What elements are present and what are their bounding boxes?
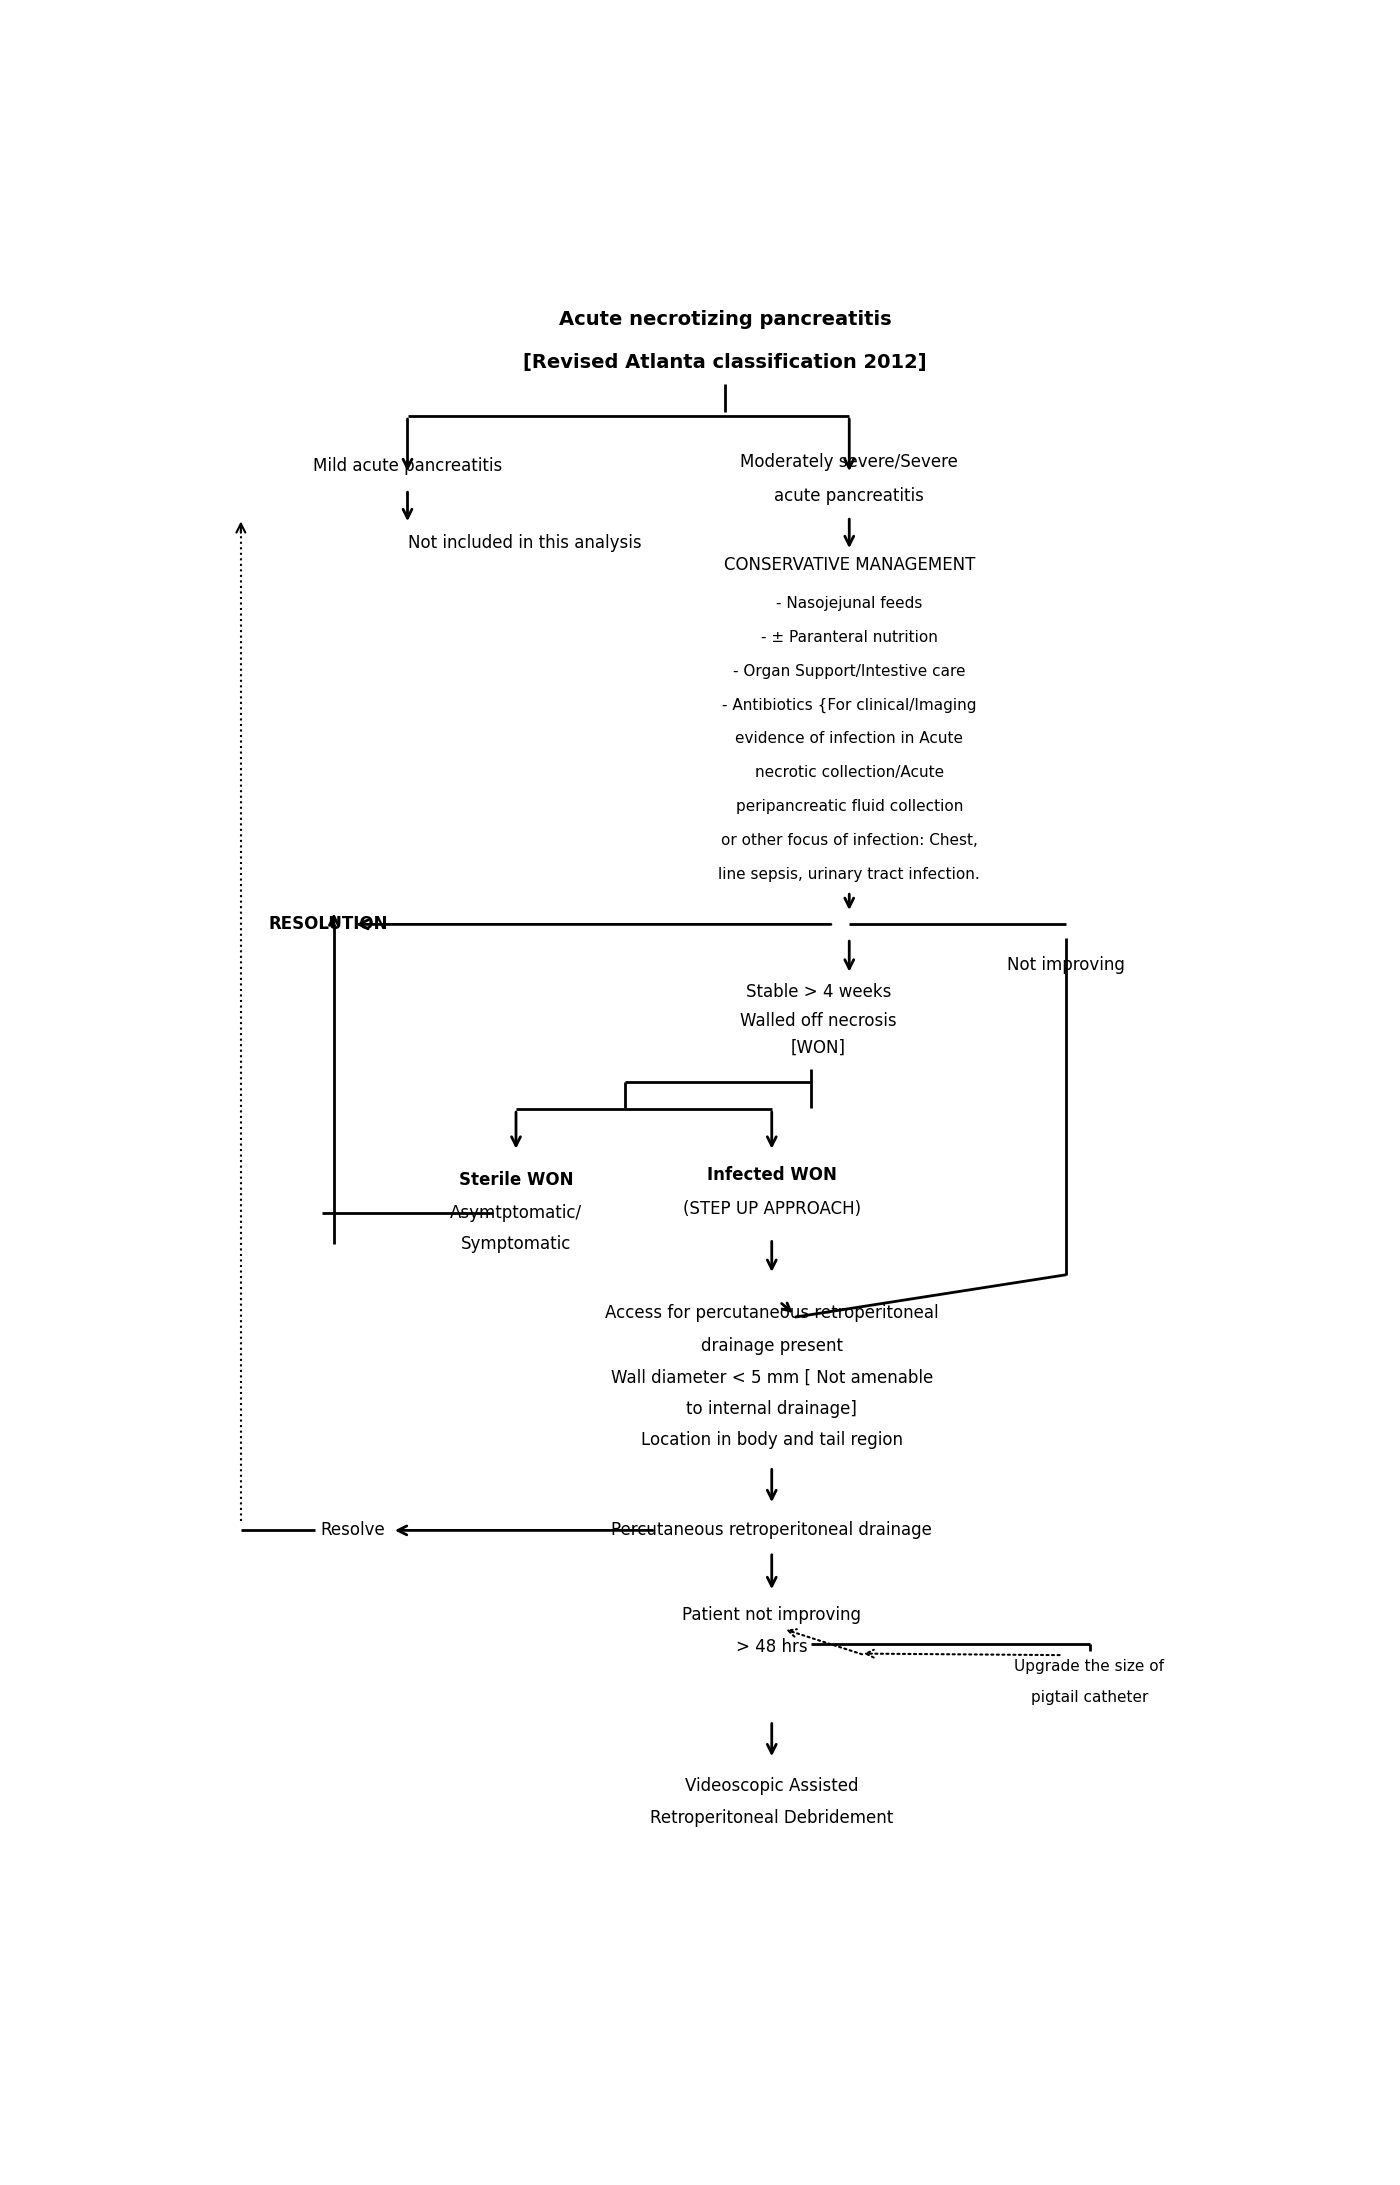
Text: [WON]: [WON] (791, 1038, 846, 1058)
Text: - Nasojejunal feeds: - Nasojejunal feeds (776, 597, 923, 612)
Text: Sterile WON: Sterile WON (459, 1171, 573, 1189)
Text: peripancreatic fluid collection: peripancreatic fluid collection (735, 800, 963, 815)
Text: (STEP UP APPROACH): (STEP UP APPROACH) (683, 1200, 861, 1219)
Text: Wall diameter < 5 mm [ Not amenable: Wall diameter < 5 mm [ Not amenable (610, 1370, 932, 1387)
Text: Mild acute pancreatitis: Mild acute pancreatitis (312, 457, 503, 476)
Text: drainage present: drainage present (701, 1337, 843, 1355)
Text: Access for percutaneous retroperitoneal: Access for percutaneous retroperitoneal (605, 1304, 938, 1322)
Text: - Organ Support/Intestive care: - Organ Support/Intestive care (734, 664, 966, 680)
Text: [Revised Atlanta classification 2012]: [Revised Atlanta classification 2012] (524, 352, 927, 371)
Text: CONSERVATIVE MANAGEMENT: CONSERVATIVE MANAGEMENT (724, 555, 974, 575)
Text: - ± Paranteral nutrition: - ± Paranteral nutrition (760, 629, 938, 645)
Text: Stable > 4 weeks: Stable > 4 weeks (746, 983, 890, 1001)
Text: RESOLUTION: RESOLUTION (267, 916, 388, 933)
Text: to internal drainage]: to internal drainage] (686, 1401, 857, 1418)
Text: Asymtptomatic/: Asymtptomatic/ (449, 1204, 582, 1221)
Text: Not included in this analysis: Not included in this analysis (407, 535, 641, 553)
Text: Retroperitoneal Debridement: Retroperitoneal Debridement (650, 1809, 893, 1827)
Text: Infected WON: Infected WON (707, 1165, 837, 1184)
Text: Not improving: Not improving (1008, 957, 1126, 975)
Text: evidence of infection in Acute: evidence of infection in Acute (735, 732, 963, 747)
Text: Symptomatic: Symptomatic (461, 1235, 571, 1252)
Text: Walled off necrosis: Walled off necrosis (741, 1012, 896, 1029)
Text: acute pancreatitis: acute pancreatitis (774, 487, 924, 505)
Text: Videoscopic Assisted: Videoscopic Assisted (685, 1776, 858, 1796)
Text: pigtail catheter: pigtail catheter (1030, 1689, 1148, 1704)
Text: Moderately severe/Severe: Moderately severe/Severe (741, 454, 958, 472)
Text: necrotic collection/Acute: necrotic collection/Acute (755, 765, 944, 780)
Text: > 48 hrs: > 48 hrs (736, 1639, 808, 1656)
Text: Upgrade the size of: Upgrade the size of (1015, 1658, 1165, 1674)
Text: line sepsis, urinary tract infection.: line sepsis, urinary tract infection. (718, 867, 980, 883)
Text: or other focus of infection: Chest,: or other focus of infection: Chest, (721, 832, 977, 848)
Text: Resolve: Resolve (321, 1521, 385, 1540)
Text: Percutaneous retroperitoneal drainage: Percutaneous retroperitoneal drainage (612, 1521, 932, 1540)
Text: Acute necrotizing pancreatitis: Acute necrotizing pancreatitis (559, 310, 892, 330)
Text: Location in body and tail region: Location in body and tail region (641, 1431, 903, 1449)
Text: - Antibiotics {For clinical/Imaging: - Antibiotics {For clinical/Imaging (722, 697, 977, 712)
Text: Patient not improving: Patient not improving (682, 1606, 861, 1623)
